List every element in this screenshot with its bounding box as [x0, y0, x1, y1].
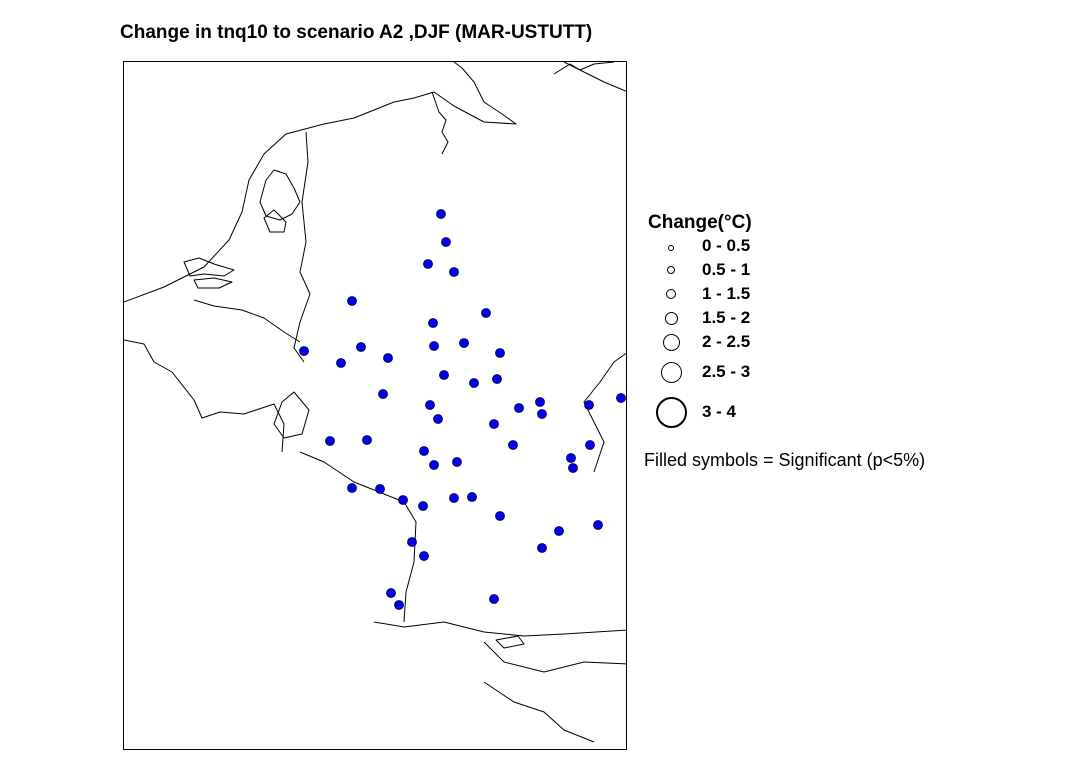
station-marker [481, 308, 491, 318]
legend-circle-1 [668, 245, 674, 251]
map-canvas [124, 62, 626, 743]
border-alps [483, 681, 595, 743]
station-marker [467, 492, 477, 502]
station-marker [386, 588, 396, 598]
legend-note: Filled symbols = Significant (p<5%) [644, 450, 926, 470]
station-marker [514, 403, 524, 413]
station-marker [407, 537, 417, 547]
legend-label-4: 1.5 - 2 [702, 308, 751, 327]
station-marker [429, 341, 439, 351]
station-marker [568, 463, 578, 473]
station-marker [436, 209, 446, 219]
station-marker [441, 237, 451, 247]
station-marker [492, 374, 502, 384]
station-marker [495, 511, 505, 521]
station-marker [378, 389, 388, 399]
zeeland-islands [193, 277, 233, 289]
station-marker [347, 296, 357, 306]
lake-constance [495, 635, 525, 649]
coastline-denmark [431, 91, 449, 155]
station-marker [489, 594, 499, 604]
station-marker [419, 551, 429, 561]
map-title: Change in tnq10 to scenario A2 ,DJF (MAR… [120, 22, 593, 43]
map-frame [123, 61, 627, 750]
border-germany-czech [583, 352, 626, 473]
station-marker [537, 409, 547, 419]
station-marker [489, 419, 499, 429]
station-marker [383, 353, 393, 363]
station-marker [566, 453, 576, 463]
ijsselmeer-outline [259, 169, 301, 221]
border-netherlands-belgium [193, 299, 301, 343]
legend-title: Change(°C) [648, 212, 752, 233]
station-marker [362, 435, 372, 445]
station-marker [347, 483, 357, 493]
station-marker [398, 495, 408, 505]
coastline-top-right [563, 62, 626, 92]
station-marker [433, 414, 443, 424]
border-luxembourg [273, 391, 310, 439]
station-marker [418, 501, 428, 511]
border-belgium-france [124, 339, 285, 453]
coastline-netherlands [124, 62, 517, 303]
station-marker [336, 358, 346, 368]
station-marker [459, 338, 469, 348]
border-netherlands-germany [293, 131, 311, 363]
legend-label-5: 2 - 2.5 [702, 332, 751, 351]
station-marker [419, 446, 429, 456]
station-marker [535, 397, 545, 407]
station-marker [616, 393, 626, 403]
legend-circle-5 [663, 334, 680, 351]
border-austria [483, 641, 626, 673]
legend-label-1: 0 - 0.5 [702, 236, 751, 255]
legend-circle-6 [661, 362, 682, 383]
legend-circle-3 [666, 289, 676, 299]
station-marker [537, 543, 547, 553]
station-marker [439, 370, 449, 380]
station-marker [423, 259, 433, 269]
station-marker [356, 342, 366, 352]
legend-label-7: 3 - 4 [702, 402, 737, 421]
station-marker [449, 267, 459, 277]
station-marker [325, 436, 335, 446]
station-marker [508, 440, 518, 450]
station-marker [375, 484, 385, 494]
station-marker [584, 400, 594, 410]
border-switzerland [373, 621, 626, 637]
station-marker [429, 460, 439, 470]
station-markers [299, 209, 626, 610]
ijsselmeer-inner [263, 209, 287, 233]
legend-label-6: 2.5 - 3 [702, 362, 751, 381]
station-marker [585, 440, 595, 450]
legend-label-3: 1 - 1.5 [702, 284, 751, 303]
station-marker [449, 493, 459, 503]
legend-circle-4 [665, 312, 678, 325]
station-marker [495, 348, 505, 358]
legend-circle-2 [667, 266, 675, 274]
station-marker [452, 457, 462, 467]
station-marker [593, 520, 603, 530]
legend-circle-7 [656, 397, 687, 428]
legend: Change(°C) 0 - 0.5 0.5 - 1 1 - 1.5 1.5 -… [640, 210, 1080, 480]
station-marker [428, 318, 438, 328]
station-marker [394, 600, 404, 610]
station-marker [425, 400, 435, 410]
station-marker [299, 346, 309, 356]
border-germany-france [299, 451, 417, 623]
station-marker [554, 526, 564, 536]
station-marker [469, 378, 479, 388]
zeeland-delta [183, 257, 235, 277]
legend-label-2: 0.5 - 1 [702, 260, 751, 279]
